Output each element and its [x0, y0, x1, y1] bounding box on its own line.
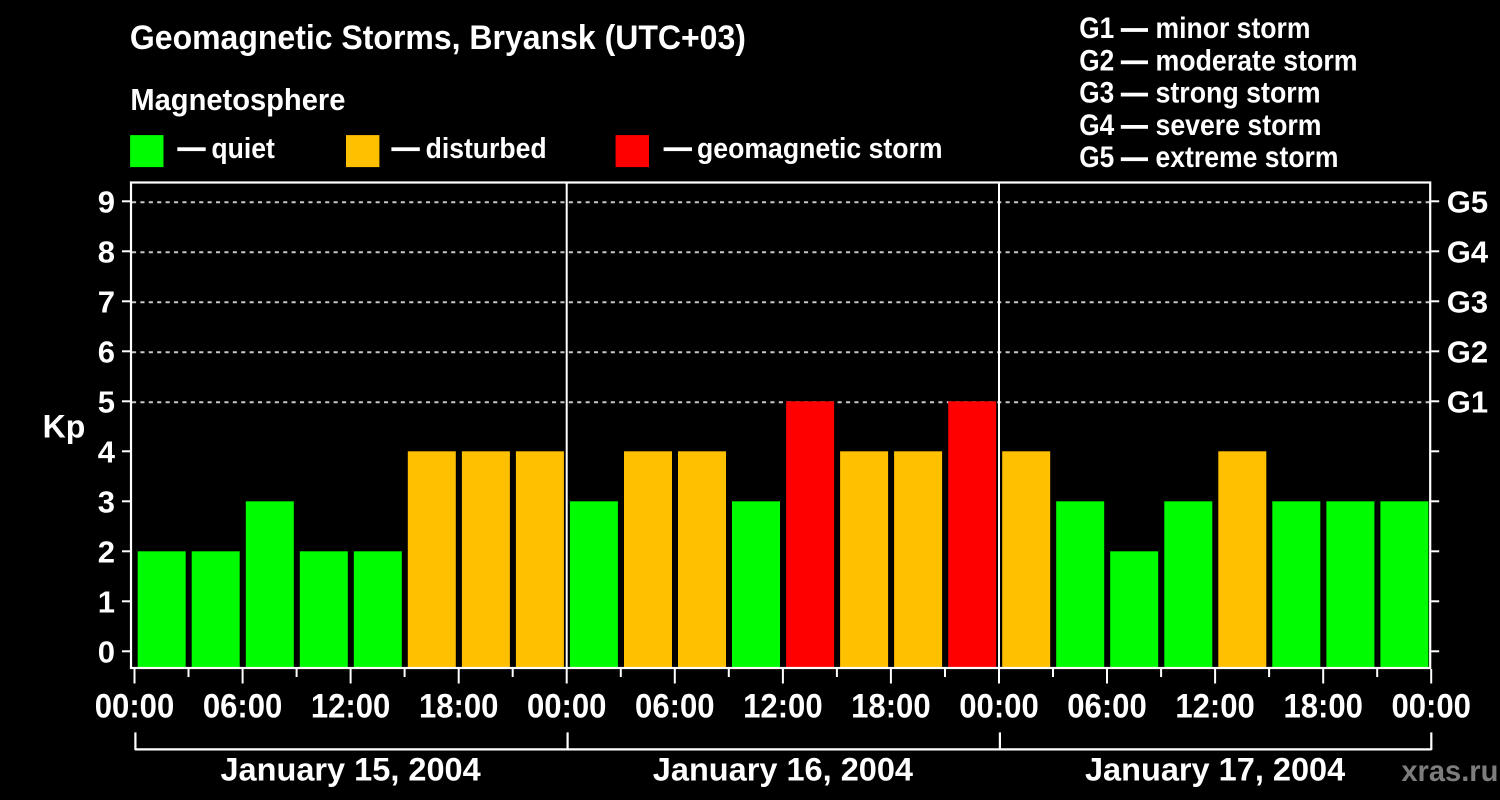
svg-text:18:00: 18:00 — [1283, 687, 1363, 725]
svg-text:disturbed: disturbed — [426, 133, 547, 165]
svg-text:extreme storm: extreme storm — [1156, 141, 1339, 174]
svg-text:00:00: 00:00 — [527, 687, 607, 725]
svg-text:G3: G3 — [1447, 284, 1488, 319]
svg-text:xras.ru: xras.ru — [1401, 755, 1498, 788]
svg-text:G2: G2 — [1447, 334, 1488, 369]
svg-text:geomagnetic storm: geomagnetic storm — [697, 133, 943, 165]
svg-text:12:00: 12:00 — [1175, 687, 1255, 725]
svg-text:4: 4 — [98, 434, 116, 469]
svg-text:G5: G5 — [1447, 184, 1488, 219]
svg-text:8: 8 — [98, 234, 115, 269]
svg-text:January 15, 2004: January 15, 2004 — [220, 751, 480, 787]
svg-text:severe storm: severe storm — [1156, 109, 1322, 142]
svg-text:12:00: 12:00 — [311, 687, 391, 725]
svg-text:3: 3 — [98, 484, 115, 519]
svg-text:G4: G4 — [1079, 109, 1115, 142]
svg-text:6: 6 — [98, 334, 115, 369]
svg-text:5: 5 — [98, 384, 115, 419]
svg-text:00:00: 00:00 — [95, 687, 175, 725]
svg-text:G4: G4 — [1447, 234, 1489, 269]
svg-text:minor storm: minor storm — [1156, 12, 1311, 45]
svg-text:1: 1 — [98, 584, 115, 619]
svg-text:G5: G5 — [1079, 141, 1114, 174]
svg-text:Magnetosphere: Magnetosphere — [130, 83, 345, 117]
svg-text:Geomagnetic Storms, Bryansk (U: Geomagnetic Storms, Bryansk (UTC+03) — [130, 19, 746, 57]
svg-text:00:00: 00:00 — [959, 687, 1039, 725]
svg-text:06:00: 06:00 — [635, 687, 715, 725]
svg-text:9: 9 — [98, 184, 115, 219]
svg-text:2: 2 — [98, 534, 115, 569]
svg-text:Kp: Kp — [43, 409, 86, 445]
svg-text:January 16, 2004: January 16, 2004 — [653, 751, 913, 787]
svg-text:G3: G3 — [1079, 77, 1114, 110]
svg-text:00:00: 00:00 — [1391, 687, 1471, 725]
svg-text:06:00: 06:00 — [1067, 687, 1147, 725]
svg-text:18:00: 18:00 — [419, 687, 499, 725]
svg-text:moderate storm: moderate storm — [1156, 44, 1358, 77]
svg-text:strong storm: strong storm — [1156, 77, 1321, 110]
svg-text:G1: G1 — [1447, 384, 1488, 419]
svg-text:0: 0 — [98, 634, 115, 669]
svg-text:12:00: 12:00 — [743, 687, 823, 725]
svg-text:G1: G1 — [1079, 12, 1114, 45]
svg-text:G2: G2 — [1079, 44, 1114, 77]
svg-text:06:00: 06:00 — [203, 687, 283, 725]
svg-text:quiet: quiet — [211, 133, 275, 165]
svg-text:7: 7 — [98, 284, 115, 319]
svg-text:18:00: 18:00 — [851, 687, 931, 725]
svg-text:January 17, 2004: January 17, 2004 — [1085, 751, 1345, 787]
